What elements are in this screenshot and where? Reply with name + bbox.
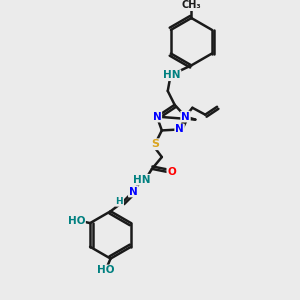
Text: HN: HN	[134, 175, 151, 185]
Text: HN: HN	[163, 70, 180, 80]
Text: S: S	[151, 139, 159, 149]
Text: HO: HO	[97, 266, 114, 275]
Text: CH₃: CH₃	[182, 0, 201, 10]
Text: O: O	[167, 167, 176, 177]
Text: HO: HO	[68, 216, 85, 226]
Text: N: N	[181, 112, 190, 122]
Text: N: N	[129, 187, 138, 196]
Text: N: N	[152, 112, 161, 122]
Text: N: N	[175, 124, 184, 134]
Text: H: H	[116, 197, 123, 206]
